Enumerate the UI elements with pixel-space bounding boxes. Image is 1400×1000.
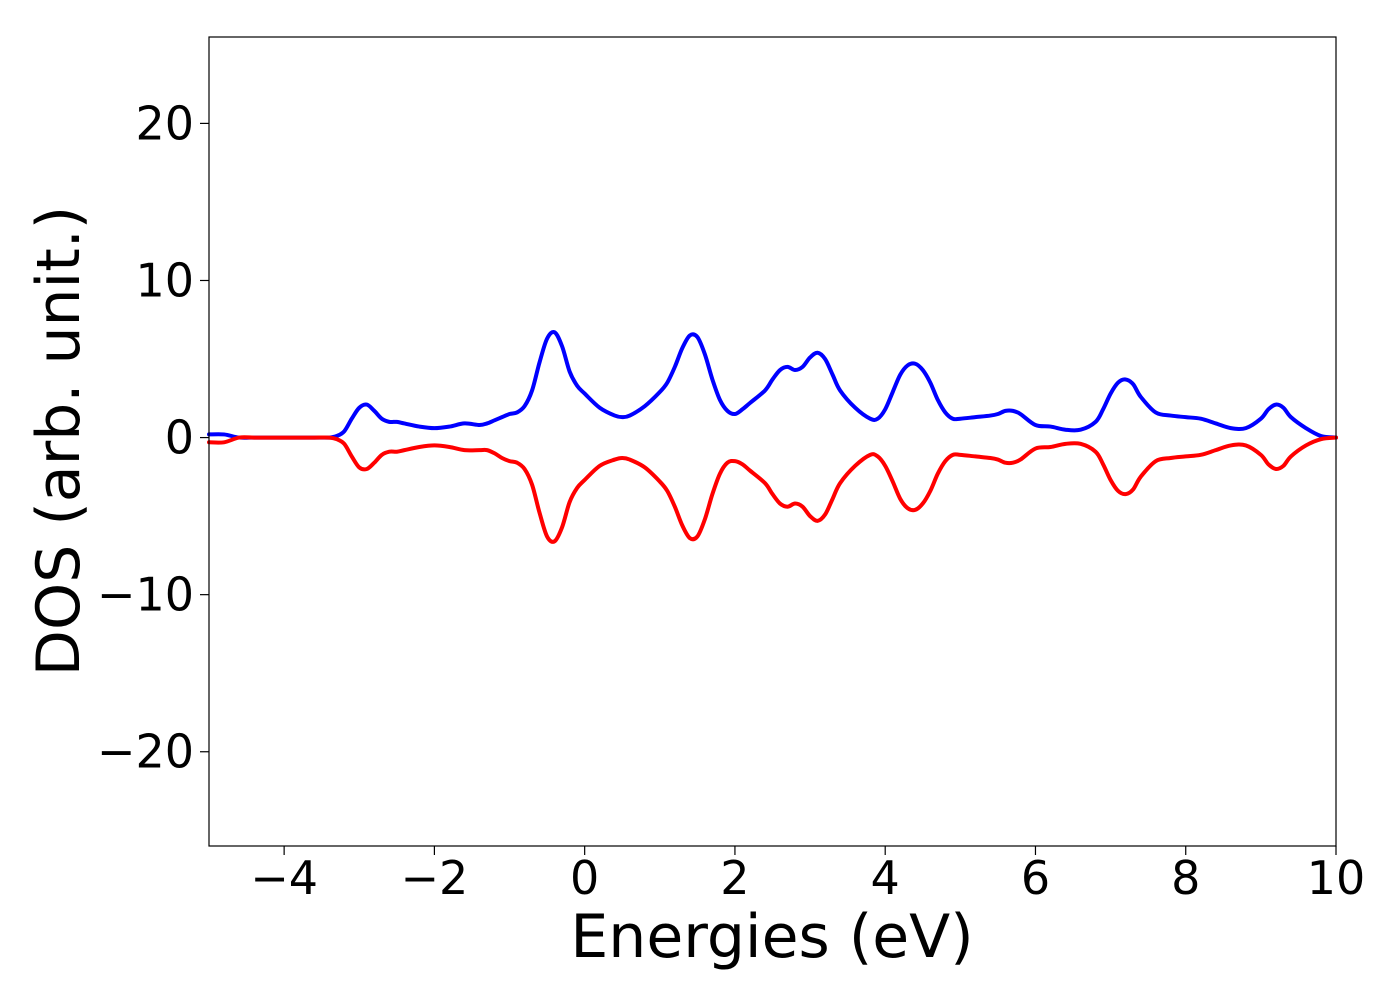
plot-frame [208, 36, 1337, 847]
y-tick-label: 0 [165, 411, 194, 465]
series-line-2 [207, 435, 1338, 544]
y-tick-label: 10 [135, 253, 194, 307]
x-tick-label: 6 [1021, 851, 1050, 905]
y-axis-ticks: −20 −10 0 10 20 [97, 96, 209, 779]
x-tick-label: 2 [720, 851, 749, 905]
x-tick-label: −4 [250, 851, 318, 905]
x-tick-label: 4 [871, 851, 900, 905]
y-tick-label: −10 [97, 568, 194, 622]
y-axis-label: DOS (arb. unit.) [24, 206, 94, 676]
x-axis-ticks: −4 −2 0 2 4 6 8 10 [250, 846, 1365, 905]
y-tick-label: −20 [97, 725, 194, 779]
x-axis-label: Energies (eV) [570, 902, 973, 972]
series-layer [207, 330, 1338, 544]
x-tick-label: −2 [400, 851, 468, 905]
series-line-1 [207, 330, 1338, 440]
x-tick-label: 8 [1171, 851, 1200, 905]
x-tick-label: 0 [570, 851, 599, 905]
y-tick-label: 20 [135, 96, 194, 150]
x-tick-label: 10 [1307, 851, 1366, 905]
